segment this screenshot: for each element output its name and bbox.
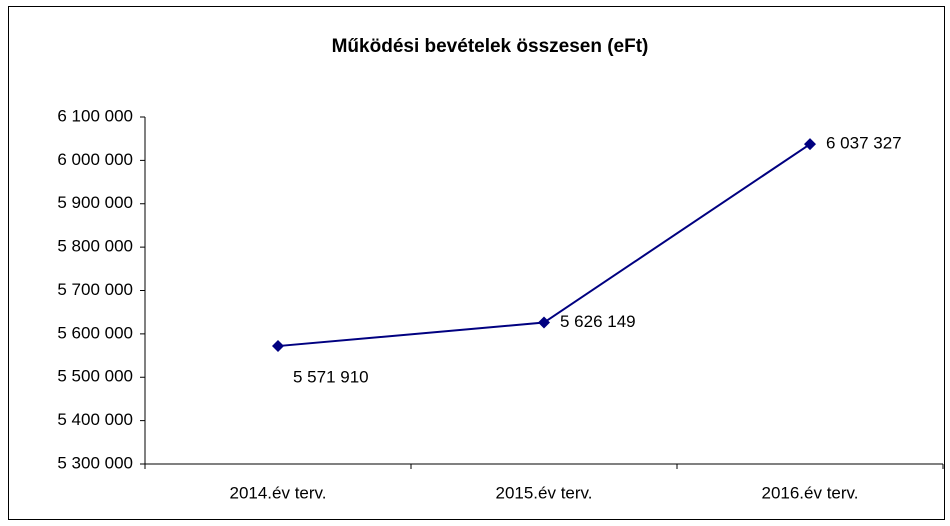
y-tick-label: 5 500 000: [57, 367, 133, 386]
chart-border: [8, 6, 945, 520]
x-tick-label: 2014.év terv.: [229, 483, 326, 502]
chart-title: Működési bevételek összesen (eFt): [332, 36, 649, 57]
marker: [272, 340, 284, 353]
marker: [804, 138, 816, 151]
marker: [538, 316, 550, 329]
data-label: 6 037 327: [826, 134, 902, 153]
y-tick-label: 5 600 000: [57, 323, 133, 342]
y-tick-label: 5 300 000: [57, 453, 133, 472]
y-tick-label: 6 000 000: [57, 150, 133, 169]
x-tick-label: 2015.év terv.: [495, 483, 592, 502]
y-tick-label: 5 700 000: [57, 280, 133, 299]
data-label: 5 571 910: [293, 368, 369, 387]
data-label: 5 626 149: [560, 312, 636, 331]
x-tick-label: 2016.év terv.: [761, 483, 858, 502]
y-tick-label: 6 100 000: [57, 106, 133, 125]
y-tick-label: 5 400 000: [57, 410, 133, 429]
y-tick-label: 5 800 000: [57, 237, 133, 256]
y-tick-label: 5 900 000: [57, 193, 133, 212]
